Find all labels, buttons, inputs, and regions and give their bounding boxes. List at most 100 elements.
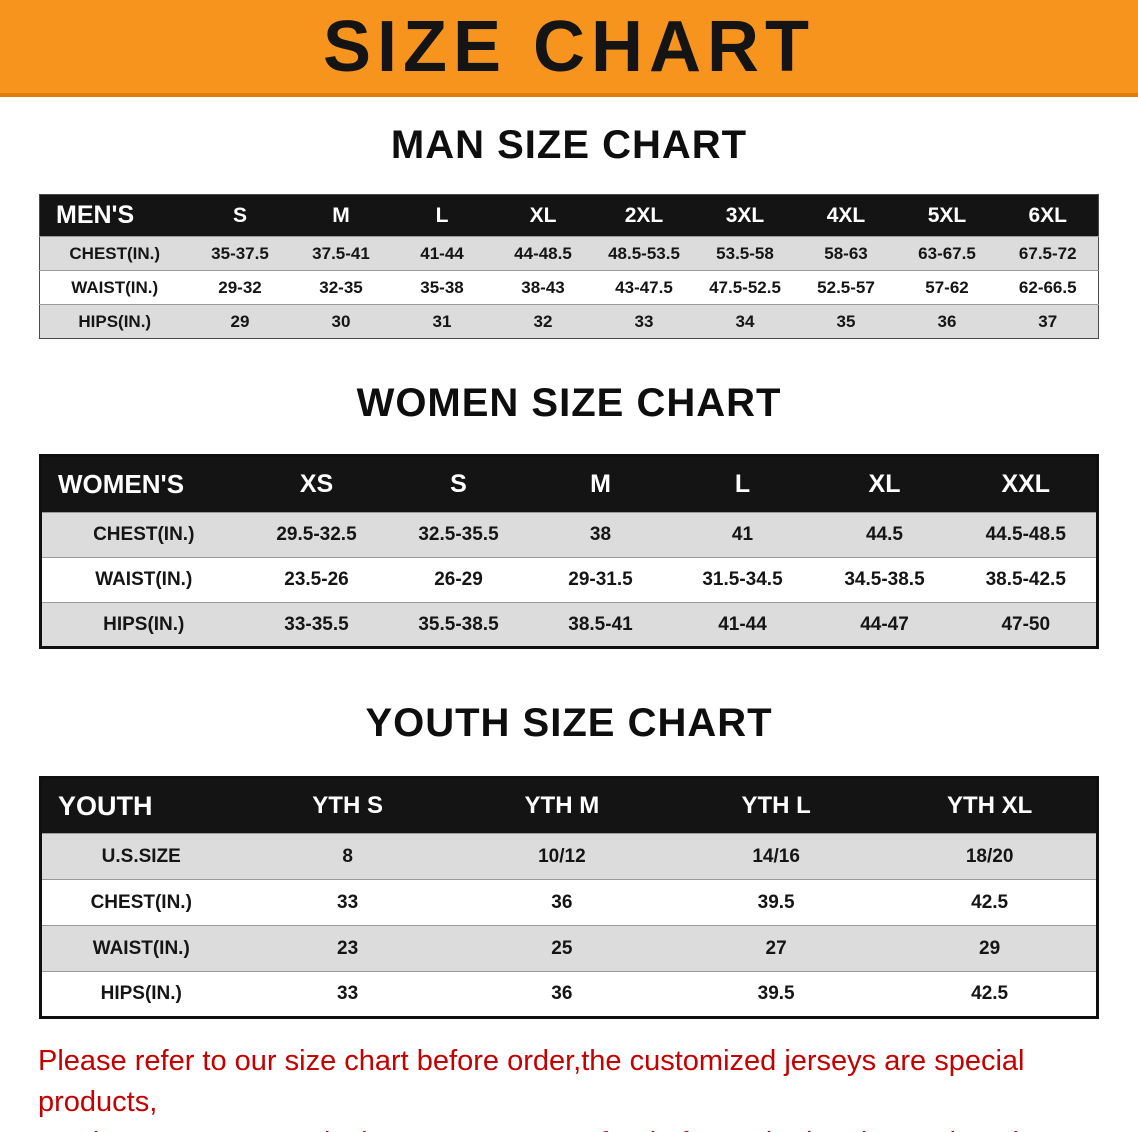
disclaimer-line-2: we don't accept cancel, change, teturn o… (38, 1123, 1100, 1132)
man-size-chart-title: MAN SIZE CHART (390, 123, 748, 167)
size-value-cell: 63-67.5 (896, 236, 998, 271)
size-value-cell: 35.5-38.5 (387, 602, 530, 648)
size-value-cell: 44-48.5 (492, 236, 594, 271)
size-value-cell: 14/16 (669, 833, 884, 880)
table-row: WAIST(IN.) 29-32 32-35 35-38 38-43 43-47.5 47.… (39, 270, 1099, 305)
size-column-header: S (189, 194, 291, 237)
size-value-cell: 38 (529, 512, 672, 558)
size-value-cell: 33-35.5 (245, 602, 388, 648)
size-column-header: XXL (955, 455, 1098, 513)
size-column-header: 4XL (795, 194, 897, 237)
size-value-cell: 30 (290, 304, 392, 339)
size-value-cell: 42.5 (883, 879, 1098, 926)
size-value-cell: 44.5-48.5 (955, 512, 1098, 558)
measurement-label: HIPS(IN.) (40, 602, 246, 648)
table-row: CHEST(IN.) 33 36 39.5 42.5 (40, 879, 1098, 926)
size-value-cell: 23.5-26 (245, 557, 388, 603)
measurement-label: WAIST(IN.) (40, 925, 241, 972)
size-column-header: YTH XL (883, 777, 1098, 834)
measurement-label: CHEST(IN.) (40, 879, 241, 926)
size-value-cell: 48.5-53.5 (593, 236, 695, 271)
size-value-cell: 32 (492, 304, 594, 339)
size-value-cell: 38.5-42.5 (955, 557, 1098, 603)
table-header-row: WOMEN'S XS S M L XL XXL (40, 455, 1098, 513)
size-value-cell: 35-37.5 (189, 236, 291, 271)
size-value-cell: 47.5-52.5 (694, 270, 796, 305)
size-value-cell: 37 (997, 304, 1099, 339)
size-column-header: YTH L (669, 777, 884, 834)
table-row: WAIST(IN.) 23.5-26 26-29 29-31.5 31.5-34.5 34… (40, 557, 1098, 603)
size-column-header: 3XL (694, 194, 796, 237)
measurement-label: HIPS(IN.) (40, 971, 241, 1018)
size-value-cell: 41-44 (391, 236, 493, 271)
measurement-label: CHEST(IN.) (40, 512, 246, 558)
size-value-cell: 41-44 (671, 602, 814, 648)
size-value-cell: 47-50 (955, 602, 1098, 648)
size-value-cell: 31.5-34.5 (671, 557, 814, 603)
table-header-row: YOUTH YTH S YTH M YTH L YTH XL (40, 777, 1098, 834)
size-value-cell: 38.5-41 (529, 602, 672, 648)
measurement-label: CHEST(IN.) (39, 236, 190, 271)
size-value-cell: 34.5-38.5 (813, 557, 956, 603)
table-row: CHEST(IN.) 35-37.5 37.5-41 41-44 44-48.5 48.5… (39, 236, 1099, 271)
size-value-cell: 37.5-41 (290, 236, 392, 271)
size-value-cell: 35 (795, 304, 897, 339)
size-column-header: YTH M (454, 777, 669, 834)
size-column-header: XL (813, 455, 956, 513)
youth-size-table: YOUTH YTH S YTH M YTH L YTH XL U.S.SIZE 8 10/12… (39, 776, 1099, 1019)
size-value-cell: 36 (454, 971, 669, 1018)
table-header-label: MEN'S (39, 194, 190, 237)
table-row: CHEST(IN.) 29.5-32.5 32.5-35.5 38 41 44.5 44.5… (40, 512, 1098, 558)
size-column-header: M (290, 194, 392, 237)
size-column-header: L (671, 455, 814, 513)
size-column-header: XL (492, 194, 594, 237)
size-value-cell: 33 (593, 304, 695, 339)
size-value-cell: 23 (240, 925, 455, 972)
size-value-cell: 38-43 (492, 270, 594, 305)
size-value-cell: 29.5-32.5 (245, 512, 388, 558)
size-value-cell: 26-29 (387, 557, 530, 603)
size-column-header: 6XL (997, 194, 1099, 237)
size-value-cell: 31 (391, 304, 493, 339)
size-column-header: S (387, 455, 530, 513)
table-header-row: MEN'S S M L XL 2XL 3XL 4XL 5XL 6XL (39, 194, 1099, 237)
size-value-cell: 36 (896, 304, 998, 339)
size-value-cell: 39.5 (669, 879, 884, 926)
measurement-label: HIPS(IN.) (39, 304, 190, 339)
size-column-header: XS (245, 455, 388, 513)
size-value-cell: 33 (240, 879, 455, 926)
disclaimer-line-1: Please refer to our size chart before or… (38, 1045, 1025, 1119)
table-row: HIPS(IN.) 29 30 31 32 33 34 35 36 37 (39, 304, 1099, 339)
youth-size-chart-title: YOUTH SIZE CHART (365, 701, 773, 745)
measurement-label: WAIST(IN.) (40, 557, 246, 603)
size-column-header: YTH S (240, 777, 455, 834)
page-title: SIZE CHART (323, 6, 815, 87)
size-value-cell: 41 (671, 512, 814, 558)
size-value-cell: 67.5-72 (997, 236, 1099, 271)
table-header-label: YOUTH (40, 777, 241, 834)
size-value-cell: 43-47.5 (593, 270, 695, 305)
size-value-cell: 35-38 (391, 270, 493, 305)
size-value-cell: 33 (240, 971, 455, 1018)
table-header-label: WOMEN'S (40, 455, 246, 513)
man-size-table: MEN'S S M L XL 2XL 3XL 4XL 5XL 6XL CHEST(IN.) 35-37… (39, 194, 1099, 339)
size-value-cell: 62-66.5 (997, 270, 1099, 305)
size-value-cell: 29-32 (189, 270, 291, 305)
size-value-cell: 44.5 (813, 512, 956, 558)
size-value-cell: 29 (883, 925, 1098, 972)
size-column-header: 2XL (593, 194, 695, 237)
size-value-cell: 42.5 (883, 971, 1098, 1018)
size-chart-banner: SIZE CHART (0, 0, 1138, 97)
size-value-cell: 29 (189, 304, 291, 339)
size-value-cell: 32-35 (290, 270, 392, 305)
size-column-header: M (529, 455, 672, 513)
table-row: HIPS(IN.) 33 36 39.5 42.5 (40, 971, 1098, 1018)
size-value-cell: 10/12 (454, 833, 669, 880)
size-value-cell: 39.5 (669, 971, 884, 1018)
size-value-cell: 58-63 (795, 236, 897, 271)
size-value-cell: 44-47 (813, 602, 956, 648)
women-size-chart-title: WOMEN SIZE CHART (356, 381, 782, 425)
size-value-cell: 8 (240, 833, 455, 880)
table-row: U.S.SIZE 8 10/12 14/16 18/20 (40, 833, 1098, 880)
size-value-cell: 27 (669, 925, 884, 972)
